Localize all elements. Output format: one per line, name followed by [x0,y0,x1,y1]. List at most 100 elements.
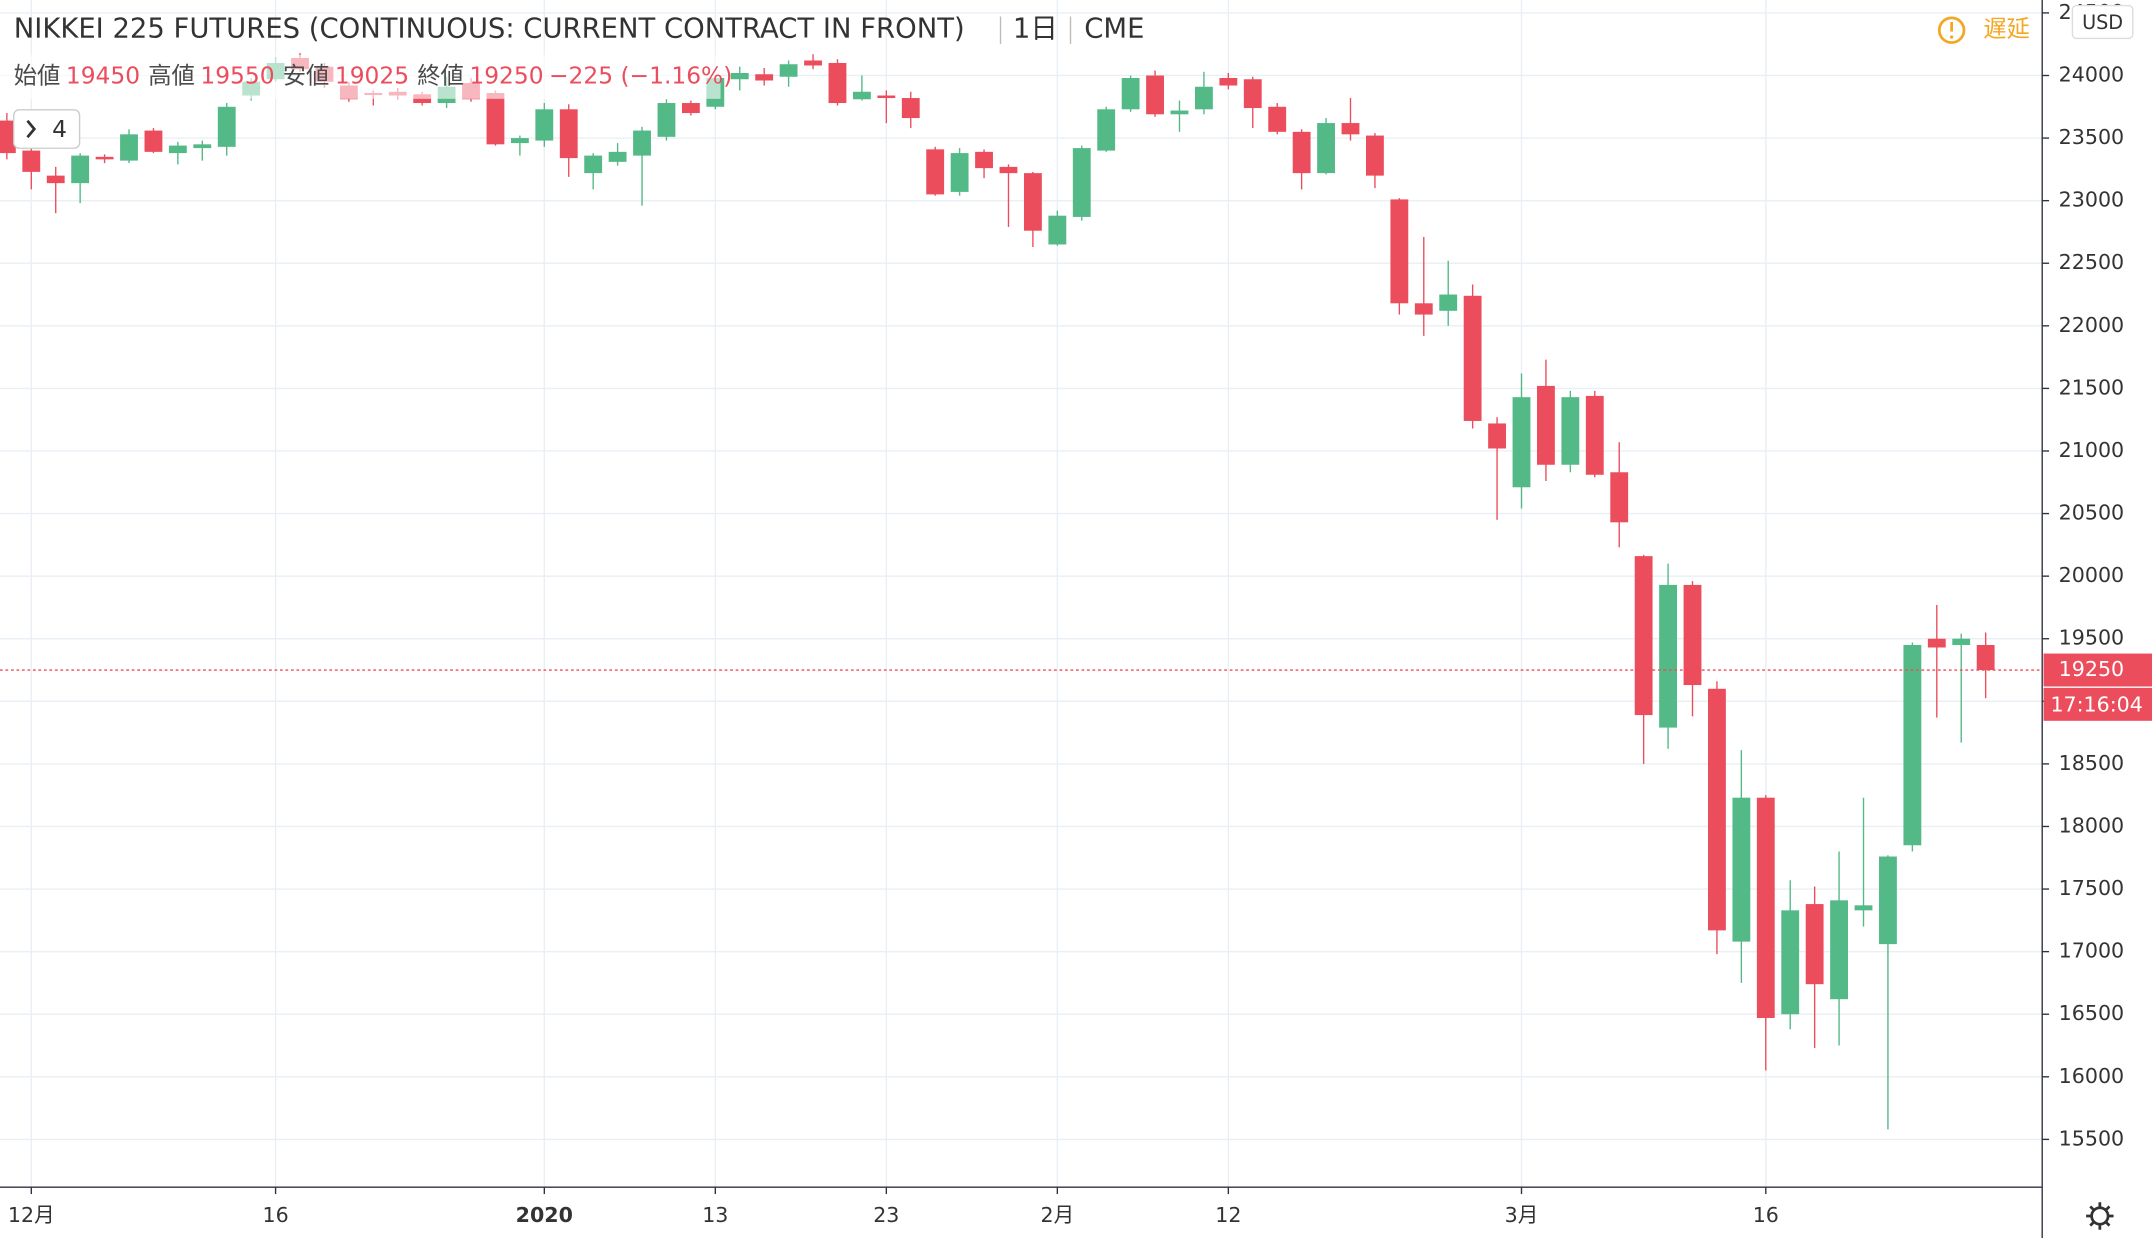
candle-body [559,109,578,159]
candle-body [1219,78,1238,86]
currency-box[interactable] [2071,4,2134,40]
candle-body [95,156,114,160]
candle-body [1561,397,1580,465]
candle-body [1317,123,1335,174]
candle-body [71,155,90,184]
collapse-count[interactable]: 4 [52,115,67,143]
y-tick-label: 18500 [2059,751,2124,775]
candle-body [1879,856,1897,945]
y-tick-label: 20500 [2059,501,2124,525]
candle-body [1023,173,1042,231]
candle-body [804,60,822,66]
x-tick-label: 2020 [516,1203,573,1227]
candle-body [510,138,529,144]
x-tick-label: 3月 [1505,1203,1539,1227]
candle-body [1097,109,1116,151]
candle-body [535,109,554,141]
candle-body [1341,123,1360,135]
candle-body [168,145,187,154]
delay-icon-dot [1949,35,1954,39]
candle-body [217,106,236,147]
collapse-button[interactable] [13,109,81,149]
x-tick-label: 2月 [1040,1203,1074,1227]
candle-body [1610,472,1629,523]
low-label: 安値 [283,61,330,89]
axis-labels: 1550016000165001700017500180001850019000… [8,0,2124,1227]
y-tick-label: 17000 [2059,939,2124,963]
candle-body [1708,688,1726,931]
candle-body [681,103,700,114]
y-tick-label: 24000 [2059,62,2124,86]
x-tick-label: 16 [1753,1203,1779,1227]
candle-body [1072,148,1091,217]
candles [0,52,1995,1130]
settings-icon[interactable] [2086,1202,2114,1230]
candle-body [1537,385,1555,465]
y-tick-label: 23500 [2059,125,2124,149]
exchange: CME [1084,14,1144,45]
candle-body [1854,905,1873,911]
currency[interactable]: USD [2082,11,2123,34]
y-tick-label: 15500 [2059,1126,2124,1150]
candle-body [1365,135,1384,176]
y-tick-label: 19500 [2059,626,2124,650]
candle-body [22,150,41,172]
y-tick-label: 21000 [2059,438,2124,462]
x-tick-label: 23 [873,1203,899,1227]
candle-body [1243,79,1262,109]
candle-body [1781,910,1800,1015]
chevron [26,119,37,139]
x-tick-label: 12月 [8,1203,55,1227]
high-label: 高値 [148,61,195,89]
y-tick-label: 20000 [2059,563,2124,587]
candle-body [1585,395,1604,475]
delay-label[interactable]: 遅延 [1983,15,2030,43]
candle-body [1903,644,1922,846]
candle-body [1048,215,1067,245]
candle-body [1488,423,1506,449]
interval: 1日 [1013,14,1058,45]
candle-body [1121,78,1140,110]
candle-body [1268,106,1287,132]
candle-body [1830,900,1849,1000]
candle-body [950,153,969,192]
candle-body [1414,303,1433,315]
candle-body [1683,584,1702,686]
delay-icon[interactable] [1937,16,1966,44]
price-tag [2043,653,2152,687]
candle-body [828,62,847,104]
change: −225 (−1.16%) [549,61,732,89]
candle-body [193,144,212,149]
y-tick-label: 22500 [2059,250,2124,274]
high-value: 19550 [200,61,274,89]
candle-body [779,64,798,77]
open-label: 始値 [14,61,61,89]
y-tick-label: 16500 [2059,1001,2124,1025]
candle-body [0,120,16,154]
candle-body [730,72,749,80]
y-tick-label: 16000 [2059,1064,2124,1088]
y-tick-label: 23000 [2059,188,2124,212]
candle-body [144,130,163,152]
candle-body [1512,397,1531,488]
x-tick-label: 13 [702,1203,728,1227]
candle-body [852,91,871,100]
candle-body [1463,295,1482,421]
low-value: 19025 [335,61,409,89]
candle-body [1194,86,1213,110]
x-tick-label: 12 [1215,1203,1241,1227]
candle-body [1170,110,1189,115]
candle-body [901,98,920,119]
candle-body [1659,584,1677,728]
candle-body [608,151,627,162]
candle-body [1146,75,1164,115]
y-tick-label: 18000 [2059,813,2124,837]
candle-body [584,155,603,174]
candle-body [755,74,774,81]
candle-body [1756,797,1775,1018]
candle-body [1439,294,1458,311]
candle-body [1976,644,1995,671]
candle-body [486,93,505,145]
candle-body [999,166,1018,174]
x-tick-label: 16 [262,1203,288,1227]
